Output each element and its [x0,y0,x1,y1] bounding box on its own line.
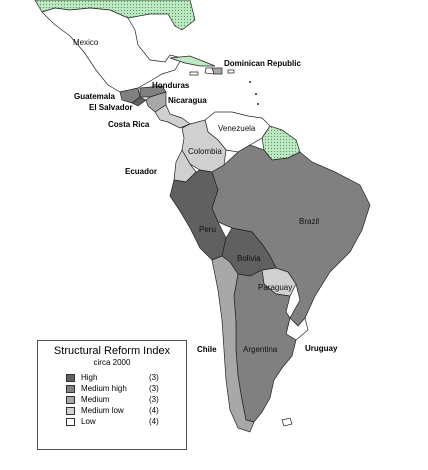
label-brazil: Brazil [299,217,320,226]
label-peru: Peru [199,225,216,234]
legend-item-count: (4) [149,417,159,426]
legend-swatch [66,417,75,426]
country-mexico [41,7,183,93]
legend-swatch [66,373,75,382]
legend-item-label: Low [81,417,96,426]
label-dominican-republic: Dominican Republic [224,59,301,68]
island-puerto-rico [227,69,235,74]
label-nicaragua: Nicaragua [168,96,207,105]
label-argentina: Argentina [243,345,278,354]
legend-item-count: (4) [149,406,159,415]
legend-item-count: (3) [149,395,159,404]
legend-item-count: (3) [149,384,159,393]
legend-item-label: High [81,373,98,382]
label-bolivia: Bolivia [237,254,261,263]
legend-item: Low (4) [44,416,180,427]
map-legend: Structural Reform Index circa 2000 High … [37,340,187,450]
island-jamaica [189,71,199,76]
legend-swatch [66,384,75,393]
label-honduras: Honduras [152,81,190,90]
label-venezuela: Venezuela [218,124,256,133]
label-chile: Chile [197,345,217,354]
island-cuba [169,55,216,67]
island-falklands [281,417,293,427]
legend-item: Medium high (3) [44,383,180,394]
label-ecuador: Ecuador [125,167,158,176]
island-lesser-antilles [257,103,259,105]
legend-item: High (3) [44,372,180,383]
label-colombia: Colombia [188,147,222,156]
legend-item-label: Medium low [81,406,124,415]
label-el-salvador: El Salvador [89,103,133,112]
legend-item: Medium (3) [44,394,180,405]
country-chile [211,255,255,433]
country-peru [169,169,227,261]
label-paraguay: Paraguay [258,283,293,292]
legend-subtitle: circa 2000 [93,358,131,367]
legend-item: Medium low (4) [44,405,180,416]
country-costa-rica [154,104,191,129]
legend-swatch [66,406,75,415]
label-costa-rica: Costa Rica [108,120,150,129]
legend-title: Structural Reform Index [53,345,171,357]
legend-item-count: (3) [149,373,159,382]
label-uruguay: Uruguay [305,344,338,353]
label-guatemala: Guatemala [74,92,115,101]
island-haiti [204,67,215,75]
legend-item-label: Medium high [81,384,127,393]
island-lesser-antilles [255,93,257,95]
label-mexico: Mexico [73,38,99,47]
legend-item-label: Medium [81,395,110,404]
legend-swatch [66,395,75,404]
island-lesser-antilles [249,81,251,83]
